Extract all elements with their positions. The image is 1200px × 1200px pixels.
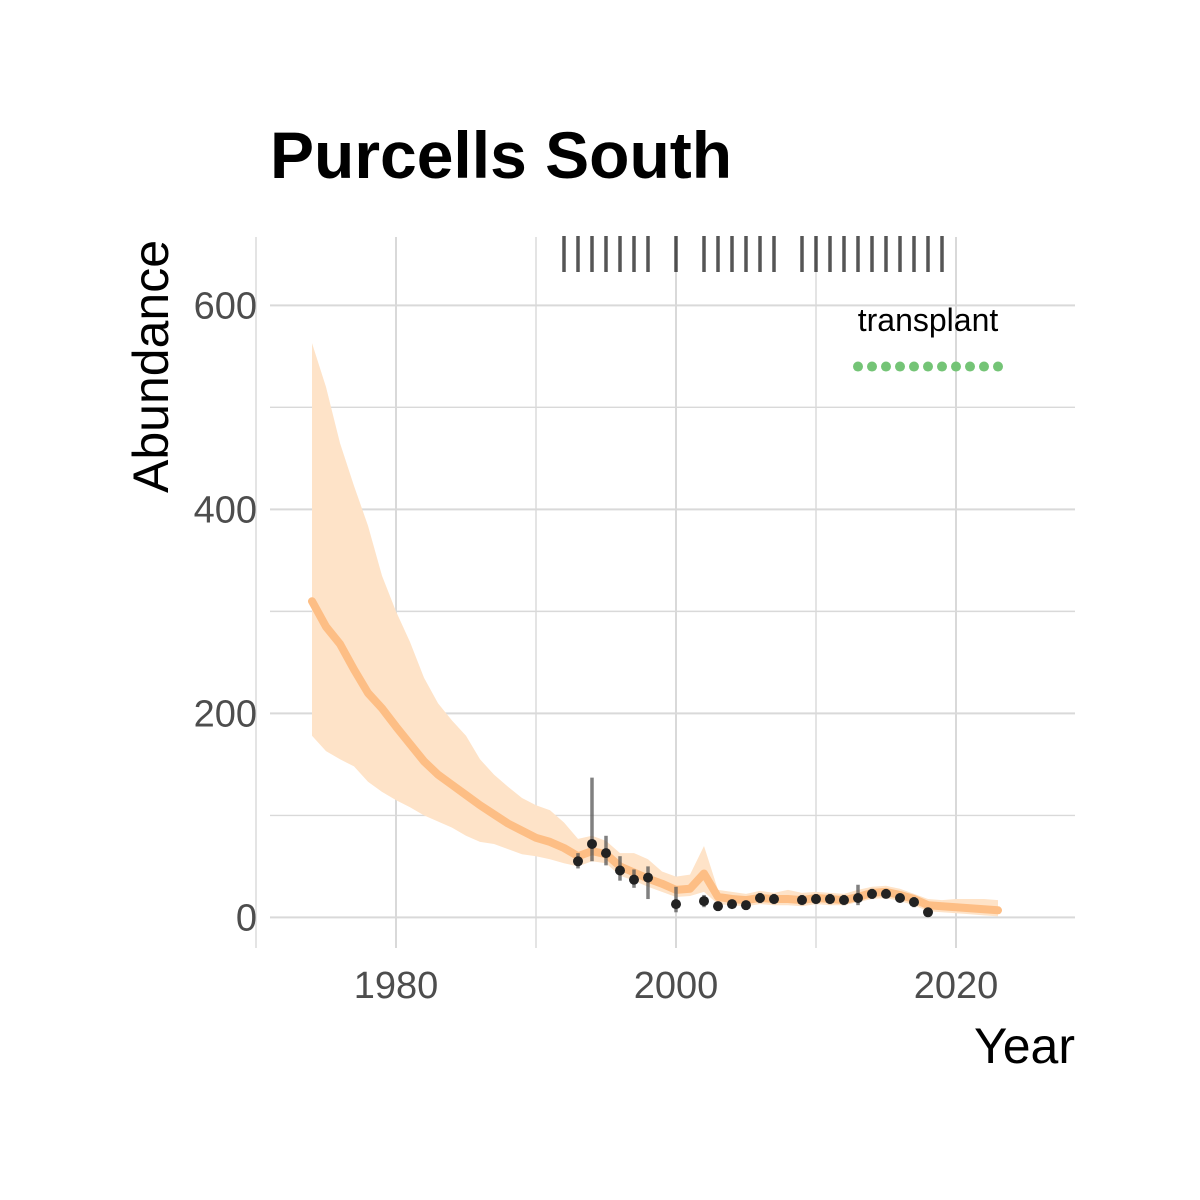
y-tick-label: 200: [194, 693, 257, 735]
transplant-dot: [909, 361, 919, 372]
observed-point: [797, 895, 807, 906]
observed-point: [573, 856, 583, 867]
estimate-line: [308, 597, 1002, 915]
observed-point: [853, 893, 863, 904]
observed-point: [713, 901, 723, 912]
observed-point: [881, 888, 891, 899]
observed-point: [811, 894, 821, 905]
x-tick-label: 2000: [634, 965, 719, 1007]
x-tick-labels: 1980 2000 2020: [354, 965, 999, 1007]
x-tick-label: 2020: [914, 965, 999, 1007]
annotation-layer: transplant: [853, 302, 1003, 372]
confidence-ribbon-layer: [312, 343, 998, 917]
observed-point: [671, 899, 681, 910]
transplant-dot: [881, 361, 891, 372]
transplant-label: transplant: [858, 302, 999, 338]
y-tick-label: 600: [194, 285, 257, 327]
observed-point: [643, 872, 653, 883]
x-axis-title: Year: [974, 1018, 1075, 1074]
transplant-dot: [993, 361, 1003, 372]
transplant-dot: [951, 361, 961, 372]
observed-points-layer: [573, 838, 933, 918]
chart-title: Purcells South: [270, 118, 732, 192]
y-tick-label: 400: [194, 489, 257, 531]
confidence-ribbon: [312, 343, 998, 917]
x-tick-label: 1980: [354, 965, 439, 1007]
observed-point: [615, 865, 625, 876]
estimate-line-layer: [308, 597, 1002, 915]
y-tick-labels: 0 200 400 600: [194, 285, 257, 939]
observed-point: [727, 899, 737, 910]
observed-point: [867, 888, 877, 899]
transplant-dot: [867, 361, 877, 372]
y-tick-label: 0: [236, 897, 257, 939]
observed-point: [839, 895, 849, 906]
observed-point: [909, 897, 919, 908]
y-axis-title: Abundance: [123, 240, 179, 493]
grid: [255, 237, 1075, 948]
transplant-dot: [853, 361, 863, 372]
transplant-dot: [937, 361, 947, 372]
transplant-dot: [923, 361, 933, 372]
observed-point: [825, 894, 835, 905]
observed-point: [923, 907, 933, 918]
transplant-dot: [965, 361, 975, 372]
transplant-dot: [895, 361, 905, 372]
observed-point: [741, 900, 751, 911]
observed-point: [629, 874, 639, 885]
observed-point: [755, 893, 765, 904]
transplant-dot: [979, 361, 989, 372]
observed-point: [587, 838, 597, 849]
observed-point: [769, 894, 779, 905]
survey-ticks-layer: [562, 236, 944, 272]
observed-point: [601, 848, 611, 859]
observed-point: [895, 893, 905, 904]
observed-point: [699, 896, 709, 907]
